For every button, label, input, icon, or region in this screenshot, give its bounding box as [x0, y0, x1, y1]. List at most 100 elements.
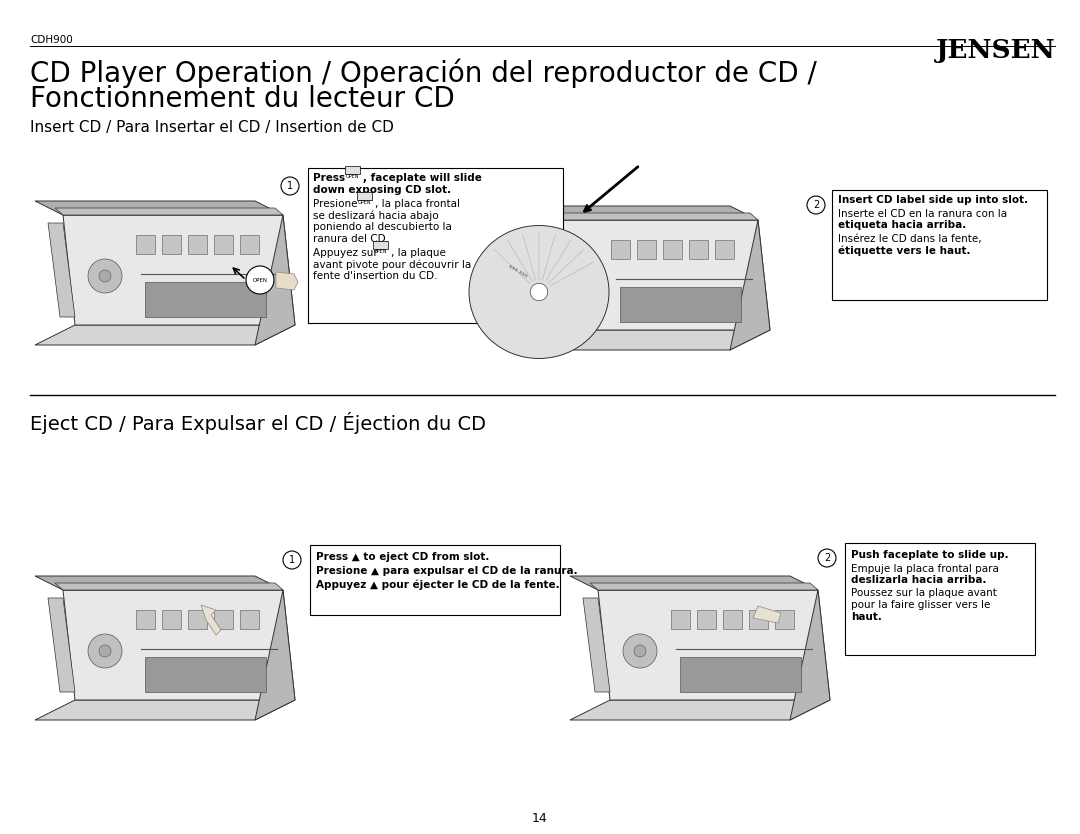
- Bar: [308, 168, 563, 323]
- Bar: [240, 610, 259, 629]
- Bar: [715, 240, 734, 259]
- Text: étiquette vers le haut.: étiquette vers le haut.: [838, 245, 971, 255]
- Text: 2: 2: [824, 553, 831, 563]
- Polygon shape: [570, 576, 818, 590]
- Polygon shape: [35, 576, 283, 590]
- Polygon shape: [63, 215, 295, 325]
- Polygon shape: [510, 330, 770, 350]
- Text: Fonctionnement du lecteur CD: Fonctionnement du lecteur CD: [30, 85, 455, 113]
- Text: ranura del CD.: ranura del CD.: [313, 234, 389, 244]
- Text: , la placa frontal: , la placa frontal: [375, 199, 460, 209]
- Circle shape: [87, 259, 122, 293]
- Polygon shape: [730, 220, 770, 350]
- Circle shape: [99, 270, 111, 282]
- Polygon shape: [201, 605, 221, 635]
- Bar: [136, 235, 156, 254]
- Polygon shape: [255, 215, 295, 345]
- Polygon shape: [789, 590, 831, 720]
- Bar: [188, 610, 207, 629]
- Text: Push faceplate to slide up.: Push faceplate to slide up.: [851, 550, 1009, 560]
- Text: CD Player Operation / Operación del reproductor de CD /: CD Player Operation / Operación del repr…: [30, 58, 816, 88]
- Bar: [680, 657, 801, 692]
- Text: Press ▲ to eject CD from slot.: Press ▲ to eject CD from slot.: [316, 552, 489, 562]
- Text: xxx xxx: xxx xxx: [508, 264, 528, 279]
- Circle shape: [87, 634, 122, 668]
- Bar: [162, 235, 181, 254]
- Circle shape: [563, 264, 597, 298]
- Text: Presione: Presione: [313, 199, 357, 209]
- Polygon shape: [583, 598, 610, 692]
- Text: deslizarla hacia arriba.: deslizarla hacia arriba.: [851, 575, 986, 585]
- Text: CDH900: CDH900: [30, 35, 72, 45]
- Bar: [214, 610, 233, 629]
- Circle shape: [623, 634, 657, 668]
- Circle shape: [634, 645, 646, 657]
- Polygon shape: [276, 272, 298, 290]
- Bar: [723, 610, 742, 629]
- Polygon shape: [48, 223, 75, 317]
- Bar: [620, 287, 741, 322]
- Bar: [775, 610, 794, 629]
- Text: 14: 14: [532, 812, 548, 825]
- Bar: [162, 610, 181, 629]
- Polygon shape: [510, 206, 758, 220]
- Polygon shape: [523, 228, 550, 322]
- Bar: [136, 610, 156, 629]
- Bar: [845, 543, 1035, 655]
- Polygon shape: [55, 208, 283, 215]
- Bar: [373, 241, 388, 249]
- Text: 1: 1: [289, 555, 295, 565]
- Circle shape: [99, 645, 111, 657]
- Text: Appuyez ▲ pour éjecter le CD de la fente.: Appuyez ▲ pour éjecter le CD de la fente…: [316, 579, 559, 590]
- Polygon shape: [753, 606, 781, 623]
- Text: , la plaque: , la plaque: [391, 248, 446, 258]
- Bar: [310, 545, 561, 615]
- Polygon shape: [538, 220, 770, 330]
- Bar: [750, 610, 768, 629]
- Bar: [611, 240, 630, 259]
- Text: haut.: haut.: [851, 611, 882, 621]
- Circle shape: [573, 275, 586, 287]
- Text: JENSEN: JENSEN: [935, 38, 1055, 63]
- Bar: [345, 166, 360, 174]
- Text: down exposing CD slot.: down exposing CD slot.: [313, 184, 451, 194]
- Polygon shape: [570, 700, 831, 720]
- Text: Presione ▲ para expulsar el CD de la ranura.: Presione ▲ para expulsar el CD de la ran…: [316, 565, 578, 575]
- Polygon shape: [55, 583, 283, 590]
- Text: Eject CD / Para Expulsar el CD / Éjection du CD: Eject CD / Para Expulsar el CD / Éjectio…: [30, 412, 486, 434]
- Ellipse shape: [530, 284, 548, 301]
- Polygon shape: [255, 590, 295, 720]
- Bar: [697, 610, 716, 629]
- Bar: [145, 657, 266, 692]
- Polygon shape: [35, 700, 295, 720]
- Circle shape: [246, 266, 274, 294]
- Text: pour la faire glisser vers le: pour la faire glisser vers le: [851, 600, 990, 610]
- Text: Insert CD / Para Insertar el CD / Insertion de CD: Insert CD / Para Insertar el CD / Insert…: [30, 120, 394, 135]
- Polygon shape: [530, 213, 758, 220]
- Bar: [832, 190, 1047, 300]
- Text: Insérez le CD dans la fente,: Insérez le CD dans la fente,: [838, 234, 982, 244]
- Text: poniendo al descubierto la: poniendo al descubierto la: [313, 222, 451, 232]
- Text: Inserte el CD en la ranura con la: Inserte el CD en la ranura con la: [838, 208, 1008, 219]
- Bar: [689, 240, 708, 259]
- Text: Empuje la placa frontal para: Empuje la placa frontal para: [851, 564, 999, 574]
- Polygon shape: [35, 325, 295, 345]
- Text: avant pivote pour découvrir la: avant pivote pour découvrir la: [313, 259, 471, 270]
- Bar: [240, 235, 259, 254]
- Text: OPEN: OPEN: [253, 278, 268, 283]
- Text: Press: Press: [313, 173, 346, 183]
- Ellipse shape: [469, 225, 609, 359]
- Bar: [663, 240, 681, 259]
- Polygon shape: [48, 598, 75, 692]
- Bar: [357, 192, 372, 200]
- Text: se deslizará hacia abajo: se deslizará hacia abajo: [313, 210, 438, 221]
- Bar: [637, 240, 656, 259]
- Polygon shape: [63, 590, 295, 700]
- Text: Appuyez sur: Appuyez sur: [313, 248, 378, 258]
- Bar: [145, 282, 266, 317]
- Bar: [188, 235, 207, 254]
- Text: Insert CD label side up into slot.: Insert CD label side up into slot.: [838, 195, 1028, 205]
- Polygon shape: [590, 583, 818, 590]
- Text: etiqueta hacia arriba.: etiqueta hacia arriba.: [838, 220, 967, 230]
- Bar: [671, 610, 690, 629]
